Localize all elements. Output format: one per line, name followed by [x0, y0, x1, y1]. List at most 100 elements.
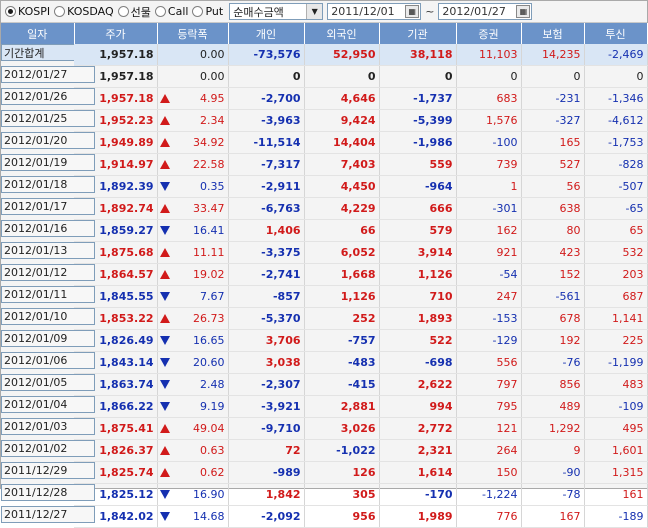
- change-value: 49.04: [193, 422, 225, 435]
- cell-securities: -153: [456, 307, 522, 330]
- table-row[interactable]: 2012/01/25 1,952.23 2.34 -3,963 9,424 -5,399 1…: [1, 109, 648, 132]
- table-row[interactable]: 2012/01/27 1,957.18 0.00 0 0 0 0 0 0: [1, 65, 648, 88]
- radio-put[interactable]: Put: [192, 2, 223, 22]
- cell-date: 2012/01/18: [1, 175, 95, 193]
- cell-price: 1,864.57: [74, 263, 158, 286]
- col-header-trust[interactable]: 투신: [584, 23, 648, 44]
- summary-row[interactable]: 기간합계 1,957.18 0.00 -73,576 52,950 38,118 11,10…: [1, 44, 648, 66]
- cell-individual: -11,514: [228, 131, 305, 154]
- cell-date: 2012/01/20: [1, 131, 95, 149]
- change-value: 9.19: [200, 400, 225, 413]
- col-header-individual[interactable]: 개인: [228, 23, 305, 44]
- cell-trust: 161: [584, 483, 648, 506]
- table-row[interactable]: 2011/12/27 1,842.02 14.68 -2,092 956 1,989 776…: [1, 505, 648, 528]
- date-separator: ~: [425, 5, 435, 18]
- cell-foreign: 956: [304, 505, 380, 528]
- cell-institution: 1,893: [379, 307, 457, 330]
- col-header-securities[interactable]: 증권: [456, 23, 522, 44]
- table-row[interactable]: 2011/12/29 1,825.74 0.62 -989 126 1,614 150 -90…: [1, 461, 648, 484]
- change-value: 7.67: [200, 290, 225, 303]
- table-row[interactable]: 2012/01/19 1,914.97 22.58 -7,317 7,403 559 739…: [1, 153, 648, 176]
- toolbar: KOSPI KOSDAQ 선물 Call Put 순매수금액 ▼ 2011/12…: [1, 1, 647, 23]
- table-row[interactable]: 2012/01/02 1,826.37 0.63 72 -1,022 2,321 264 9 1…: [1, 439, 648, 462]
- cell-insurance: -561: [521, 285, 585, 308]
- cell-securities: 162: [456, 219, 522, 242]
- cell-institution: 2,772: [379, 417, 457, 440]
- cell-securities: 1: [456, 175, 522, 198]
- radio-kosdaq[interactable]: KOSDAQ: [54, 2, 114, 22]
- table-row[interactable]: 2012/01/12 1,864.57 19.02 -2,741 1,668 1,126-…: [1, 263, 648, 286]
- cell-trust: 687: [584, 285, 648, 308]
- cell-trust: 203: [584, 263, 648, 286]
- cell-trust: 1,601: [584, 439, 648, 462]
- cell-institution: 522: [379, 329, 457, 352]
- cell-foreign: 66: [304, 219, 380, 242]
- date-from-field[interactable]: 2011/12/01 ▦: [327, 3, 422, 20]
- cell-price: 1,957.18: [74, 44, 158, 66]
- date-to-field[interactable]: 2012/01/27 ▦: [438, 3, 533, 20]
- cell-trust: 1,315: [584, 461, 648, 484]
- cell-institution: 666: [379, 197, 457, 220]
- date-from-value: 2011/12/01: [331, 5, 395, 18]
- table-body: 기간합계 1,957.18 0.00 -73,576 52,950 38,118 11,10…: [1, 44, 648, 528]
- radio-call[interactable]: Call: [154, 2, 188, 22]
- cell-date: 2012/01/13: [1, 241, 95, 259]
- table-row[interactable]: 2012/01/06 1,843.14 20.60 3,038 -483 -698 556-…: [1, 351, 648, 374]
- radio-label: Put: [205, 5, 224, 18]
- cell-change: 49.04: [157, 417, 229, 440]
- arrow-up-icon: [159, 204, 170, 213]
- table-row[interactable]: 2012/01/04 1,866.22 9.19 -3,921 2,881 994 795 4…: [1, 395, 648, 418]
- change-value: 11.11: [193, 246, 225, 259]
- col-header-foreign[interactable]: 외국인: [304, 23, 380, 44]
- cell-individual: 72: [228, 439, 305, 462]
- cell-trust: -507: [584, 175, 648, 198]
- table-row[interactable]: 2012/01/11 1,845.55 7.67 -857 1,126 710 247 -56…: [1, 285, 648, 308]
- cell-price: 1,866.22: [74, 395, 158, 418]
- radio-button-icon: [192, 6, 204, 17]
- cell-foreign: 4,229: [304, 197, 380, 220]
- table-row[interactable]: 2012/01/10 1,853.22 26.73 -5,370 252 1,893 -15…: [1, 307, 648, 330]
- calendar-icon[interactable]: ▦: [516, 5, 531, 18]
- col-header-institution[interactable]: 기관: [379, 23, 457, 44]
- chevron-down-icon[interactable]: ▼: [306, 4, 323, 19]
- cell-trust: 225: [584, 329, 648, 352]
- col-header-date[interactable]: 일자: [1, 23, 75, 44]
- radio-futures[interactable]: 선물: [117, 2, 151, 22]
- cell-foreign: -415: [304, 373, 380, 396]
- cell-insurance: 14,235: [521, 44, 585, 66]
- table-row[interactable]: 2012/01/26 1,957.18 4.95 -2,700 4,646 -1,737 6…: [1, 87, 648, 110]
- cell-securities: -54: [456, 263, 522, 286]
- cell-institution: -170: [379, 483, 457, 506]
- cell-price: 1,842.02: [74, 505, 158, 528]
- radio-label: 선물: [130, 5, 151, 19]
- cell-individual: 1,406: [228, 219, 305, 242]
- cell-securities: 921: [456, 241, 522, 264]
- cell-insurance: 80: [521, 219, 585, 242]
- table-row[interactable]: 2012/01/05 1,863.74 2.48 -2,307 -415 2,622 797…: [1, 373, 648, 396]
- radio-kospi[interactable]: KOSPI: [5, 2, 50, 22]
- col-header-price[interactable]: 주가: [74, 23, 158, 44]
- table-row[interactable]: 2012/01/17 1,892.74 33.47 -6,763 4,229 666 -30…: [1, 197, 648, 220]
- change-value: 0.63: [200, 444, 225, 457]
- arrow-down-icon: [159, 182, 170, 191]
- cell-securities: 797: [456, 373, 522, 396]
- table-row[interactable]: 2012/01/18 1,892.39 0.35 -2,911 4,450 -964 1 56…: [1, 175, 648, 198]
- cell-price: 1,949.89: [74, 131, 158, 154]
- col-header-insurance[interactable]: 보험: [521, 23, 585, 44]
- table-row[interactable]: 2012/01/13 1,875.68 11.11 -3,375 6,052 3,914 9…: [1, 241, 648, 264]
- mode-select-value: 순매수금액: [233, 5, 284, 19]
- cell-insurance: -78: [521, 483, 585, 506]
- cell-price: 1,875.68: [74, 241, 158, 264]
- calendar-icon[interactable]: ▦: [405, 5, 420, 18]
- table-row[interactable]: 2012/01/20 1,949.89 34.92 -11,514 14,404 -1,9…: [1, 131, 648, 154]
- cell-institution: 38,118: [379, 44, 457, 66]
- cell-date: 2012/01/19: [1, 153, 95, 171]
- cell-securities: 739: [456, 153, 522, 176]
- col-header-change[interactable]: 등락폭: [157, 23, 229, 44]
- table-row[interactable]: 2012/01/16 1,859.27 16.41 1,406 66 579 162 80 65: [1, 219, 648, 242]
- table-row[interactable]: 2012/01/03 1,875.41 49.04 -9,710 3,026 2,772 1…: [1, 417, 648, 440]
- mode-select[interactable]: 순매수금액 ▼: [229, 3, 324, 20]
- cell-date: 2012/01/04: [1, 395, 95, 413]
- table-row[interactable]: 2012/01/09 1,826.49 16.65 3,706 -757 522 -129 1…: [1, 329, 648, 352]
- table-row[interactable]: 2011/12/28 1,825.12 16.90 1,842 305 -170 -1,22…: [1, 483, 648, 506]
